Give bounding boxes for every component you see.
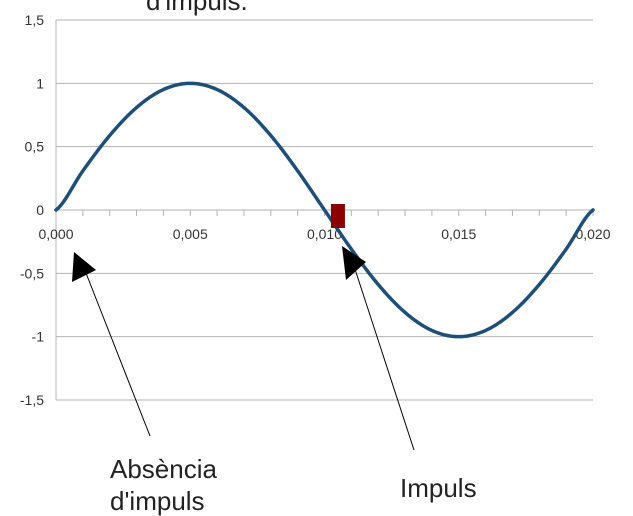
marker-layer: [330, 204, 345, 228]
series-layer: [54, 81, 595, 339]
top-fragment-text: d'impuls.: [146, 0, 248, 16]
y-tick-label: 1: [36, 75, 44, 91]
x-tick-label: 0,020: [575, 226, 610, 242]
x-tick-label: 0,005: [173, 226, 208, 242]
y-tick-label: -1: [32, 329, 45, 345]
impulse-arrow-head: [342, 246, 366, 280]
tick-labels: 1,5 1 0,5 0 -0,5 -1 -1,5 0,000 0,005 0,010 0,015 0,…: [20, 12, 611, 408]
absence-label-line2: d'impuls: [110, 486, 205, 516]
y-tick-label: -0,5: [20, 265, 44, 281]
y-tick-label: 1,5: [25, 12, 45, 28]
x-tick-label: 0,010: [307, 226, 342, 242]
impulse-marker: [330, 204, 345, 228]
absence-arrow: [72, 252, 151, 437]
absence-arrow-head: [72, 252, 96, 282]
x-tick-label: 0,000: [38, 226, 73, 242]
y-tick-label: -1,5: [20, 392, 44, 408]
y-tick-label: 0,5: [25, 139, 45, 155]
impulse-arrow-line: [351, 259, 415, 451]
impulse-label: Impuls: [400, 473, 477, 503]
y-tick-label: 0: [36, 202, 44, 218]
x-tick-label: 0,015: [441, 226, 476, 242]
absence-arrow-line: [83, 267, 151, 437]
absence-label-line1: Absència: [110, 454, 217, 484]
impulse-arrow: [342, 246, 415, 451]
series-line: [54, 81, 595, 339]
